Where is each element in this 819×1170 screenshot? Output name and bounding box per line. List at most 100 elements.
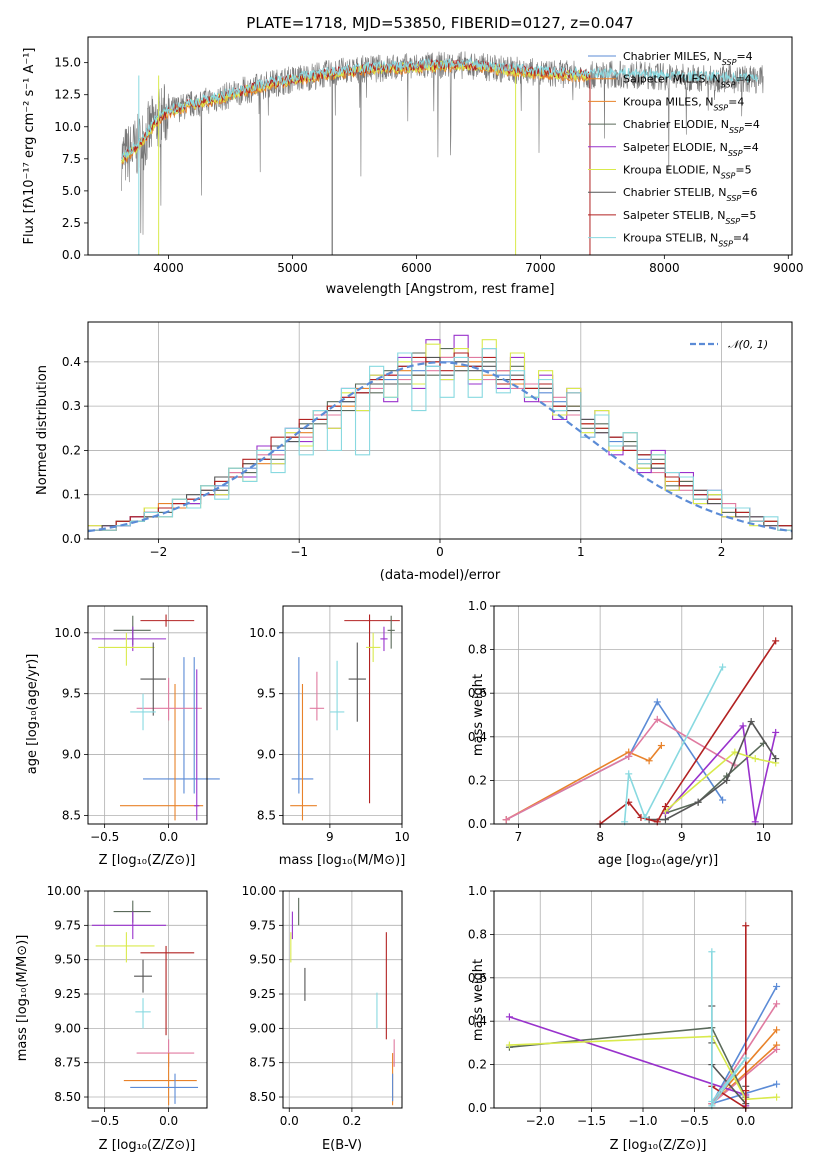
y-tick-label: 10.00: [47, 884, 81, 898]
y-tick-label: 8.50: [249, 1090, 276, 1104]
p8-ylabel: mass weight: [471, 959, 486, 1041]
legend-label: Chabrier MILES, NSSP=4: [623, 50, 753, 67]
normal-curve: [87, 361, 793, 533]
x-tick-label: 0.0: [736, 1114, 755, 1128]
x-tick-label: −0.5: [680, 1114, 709, 1128]
x-tick-label: 9000: [773, 261, 804, 275]
y-tick-label: 10.0: [54, 626, 81, 640]
y-tick-label: 9.25: [54, 987, 81, 1001]
y-tick-label: 9.0: [62, 748, 81, 762]
y-tick-label: 10.0: [249, 626, 276, 640]
x-tick-label: 2: [718, 545, 726, 559]
y-tick-label: 8.5: [257, 808, 276, 822]
y-tick-label: 7.5: [62, 152, 81, 166]
p5-xlabel: age [log₁₀(age/yr)]: [598, 853, 719, 868]
y-tick-label: 0.8: [468, 643, 487, 657]
x-tick-label: 5000: [277, 261, 308, 275]
axes-frame: [282, 890, 403, 1109]
x-tick-label: 4000: [153, 261, 184, 275]
p3-xlabel: Z [log₁₀(Z/Z⊙)]: [99, 853, 196, 868]
x-tick-label: −1.0: [628, 1114, 657, 1128]
y-tick-label: 9.75: [54, 918, 81, 932]
x-tick-label: 0.0: [159, 1114, 178, 1128]
spectrum-xlabel: wavelength [Angstrom, rest frame]: [326, 282, 555, 297]
mass-weight-series: [509, 1016, 747, 1106]
residual-histogram-panel: −2 −1 0 1 2 0.0 0.1 0.2 0.3 0.4 (data-model)/erro…: [35, 321, 793, 583]
y-tick-label: 0.0: [62, 532, 81, 546]
x-tick-label: 6000: [401, 261, 432, 275]
x-tick-label: −1: [290, 545, 308, 559]
y-tick-label: 0.4: [468, 1014, 487, 1028]
axes-frame: [493, 605, 793, 825]
y-tick-label: 5.0: [62, 184, 81, 198]
y-tick-label: 0.0: [468, 817, 487, 831]
y-tick-label: 0.1: [62, 488, 81, 502]
y-tick-label: 0.6: [468, 971, 487, 985]
x-tick-label: 10: [394, 830, 409, 844]
y-tick-label: 10.00: [242, 884, 276, 898]
legend-label: Chabrier STELIB, NSSP=6: [623, 186, 757, 203]
y-tick-label: 0.3: [62, 399, 81, 413]
y-tick-label: 0.0: [468, 1101, 487, 1115]
legend-label: Salpeter STELIB, NSSP=5: [623, 209, 756, 226]
x-tick-label: 0.0: [280, 1114, 299, 1128]
mass-weight-series: [509, 1035, 777, 1101]
x-tick-label: 8: [596, 830, 604, 844]
histogram-ylabel: Normed distribution: [35, 365, 50, 495]
axes-frame: [493, 890, 793, 1109]
normal-legend-label: 𝒩(0, 1): [728, 338, 768, 351]
x-tick-label: 9: [678, 830, 686, 844]
spectrum-title: PLATE=1718, MJD=53850, FIBERID=0127, z=0…: [246, 14, 633, 32]
z-vs-massweight-panel: −2.0 −1.5 −1.0 −0.5 0.0 0.0 0.2 0.4 0.6 0.8 1.0 Z …: [468, 884, 793, 1153]
histogram-xlabel: (data-model)/error: [380, 568, 501, 583]
histogram-legend: 𝒩(0, 1): [690, 338, 768, 351]
y-tick-label: 15.0: [54, 56, 81, 70]
mass-weight-series: [599, 640, 777, 825]
legend-label: Kroupa MILES, NSSP=4: [623, 95, 744, 112]
axes-frame: [87, 605, 208, 825]
age-vs-massweight-panel: 7 8 9 10 0.0 0.2 0.4 0.6 0.8 1.0 age [log₁₀(age/y…: [468, 599, 793, 868]
y-tick-label: 9.5: [257, 687, 276, 701]
y-tick-label: 1.0: [468, 884, 487, 898]
y-tick-label: 9.5: [62, 687, 81, 701]
legend-label: Salpeter ELODIE, NSSP=4: [623, 141, 759, 158]
p4-xlabel: mass [log₁₀(M/M⊙)]: [279, 853, 406, 868]
x-tick-label: −0.5: [90, 830, 119, 844]
mass-weight-series: [711, 925, 747, 1110]
y-tick-label: 0.2: [468, 773, 487, 787]
x-tick-label: 7000: [525, 261, 556, 275]
y-tick-label: 9.25: [249, 987, 276, 1001]
x-tick-label: 8000: [649, 261, 680, 275]
ebv-vs-mass-panel: 0.0 0.2 8.50 8.75 9.00 9.25 9.50 9.75 10.00 E(B-…: [242, 884, 403, 1153]
x-tick-label: −0.5: [90, 1114, 119, 1128]
y-tick-label: 0.6: [468, 686, 487, 700]
x-tick-label: 0: [436, 545, 444, 559]
x-tick-label: 1: [577, 545, 585, 559]
model-spectrum: [121, 59, 591, 164]
y-tick-label: 0.4: [62, 355, 81, 369]
y-tick-label: 8.75: [54, 1056, 81, 1070]
y-tick-label: 0.8: [468, 927, 487, 941]
spectrum-legend: Chabrier MILES, NSSP=4 Salpeter MILES, NS…: [588, 50, 760, 248]
y-tick-label: 9.75: [249, 918, 276, 932]
model-spectrum: [121, 59, 591, 161]
z-vs-mass-panel: −0.5 0.0 8.50 8.75 9.00 9.25 9.50 9.75 10.00 Z […: [15, 884, 208, 1153]
p6-xlabel: Z [log₁₀(Z/Z⊙)]: [99, 1138, 196, 1153]
x-tick-label: −2.0: [526, 1114, 555, 1128]
legend-label: Kroupa ELODIE, NSSP=5: [623, 164, 752, 181]
y-tick-label: 8.5: [62, 808, 81, 822]
y-tick-label: 9.50: [54, 953, 81, 967]
y-tick-label: 8.75: [249, 1056, 276, 1070]
histogram-series: [88, 348, 792, 531]
mass-weight-series: [665, 742, 764, 814]
p6-ylabel: mass [log₁₀(M/M⊙)]: [15, 935, 30, 1062]
y-tick-label: 9.0: [257, 748, 276, 762]
y-tick-label: 2.5: [62, 216, 81, 230]
mass-weight-series: [710, 951, 747, 1109]
z-vs-age-panel: −0.5 0.0 8.5 9.0 9.5 10.0 Z [log₁₀(Z/Z⊙)] age…: [25, 605, 220, 868]
p7-xlabel: E(B-V): [322, 1138, 362, 1153]
y-tick-label: 9.50: [249, 953, 276, 967]
mass-weight-series: [664, 724, 777, 822]
spectrum-panel: PLATE=1718, MJD=53850, FIBERID=0127, z=0…: [22, 14, 804, 297]
model-spectrum: [121, 61, 591, 165]
